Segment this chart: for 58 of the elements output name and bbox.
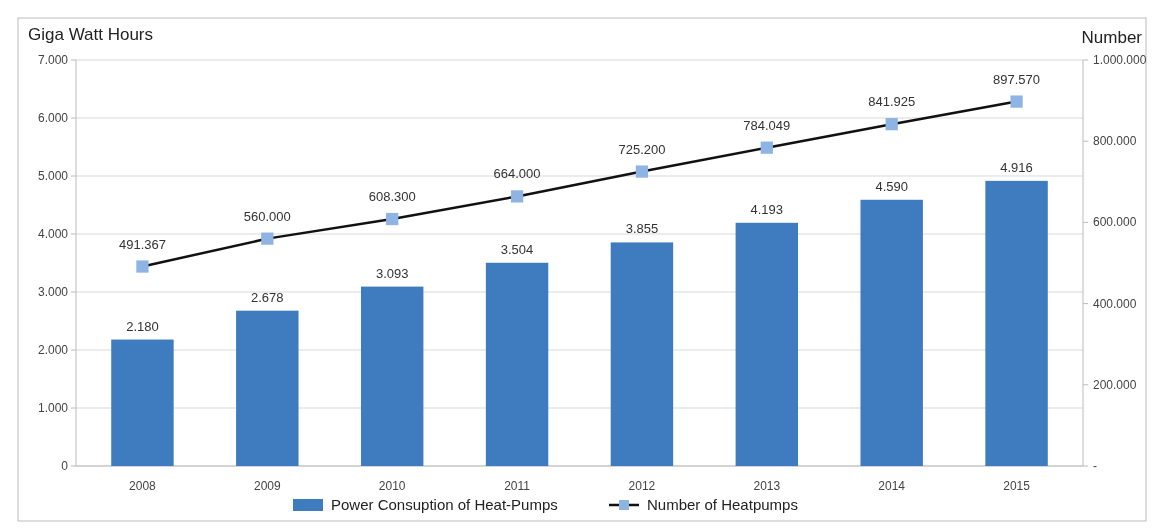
x-tick-label: 2012	[628, 479, 656, 493]
x-tick-label: 2013	[753, 479, 781, 493]
point	[885, 118, 898, 131]
data-label: 3.504	[500, 241, 534, 257]
data-label: 491.367	[118, 236, 166, 252]
y-tick-label: 7.000	[37, 53, 69, 67]
y2-tick-label: 200.000	[1093, 377, 1137, 392]
y2-tick-label: 600.000	[1093, 215, 1137, 230]
y-tick-label: 1.000	[37, 401, 69, 415]
y2-tick-label: 400.000	[1093, 296, 1137, 311]
point	[635, 165, 649, 178]
x-tick-label: 2010	[378, 479, 406, 493]
y2-tick-label: 800.000	[1093, 134, 1137, 149]
bar	[735, 222, 799, 466]
point	[386, 212, 399, 226]
data-label: 4.916	[1000, 159, 1033, 175]
data-label: 3.855	[625, 221, 659, 237]
bar	[111, 339, 174, 466]
data-label: 664.000	[493, 166, 541, 182]
y-tick-label: 5.000	[37, 169, 69, 183]
point	[136, 260, 149, 273]
data-label: 725.200	[618, 141, 666, 157]
y-tick-label: 0	[61, 459, 69, 473]
y-tick-label: 2.000	[37, 343, 69, 357]
y-tick-label: 4.000	[37, 227, 69, 241]
data-label: 784.049	[743, 117, 791, 133]
bar	[610, 242, 674, 466]
data-label: 3.093	[375, 265, 409, 281]
x-tick-label: 2014	[878, 479, 906, 493]
data-label: 2.678	[251, 289, 284, 305]
y-tick-label: 6.000	[37, 111, 69, 125]
x-tick-label: 2008	[129, 479, 157, 493]
y-tick-label: 3.000	[37, 285, 69, 299]
data-label: 4.193	[750, 201, 784, 217]
point	[760, 141, 773, 154]
legend-label: Power Consuption of Heat-Pumps	[331, 496, 558, 513]
data-label: 560.000	[243, 208, 291, 224]
x-tick-label: 2011	[504, 479, 531, 493]
bar	[860, 199, 923, 466]
bar	[360, 286, 424, 466]
legend-label: Number of Heatpumps	[647, 496, 798, 513]
y2-tick-label: 1.000.000	[1093, 53, 1147, 67]
point	[261, 232, 274, 245]
data-label: 608.300	[368, 189, 416, 205]
y2-tick-label: -	[1093, 459, 1097, 473]
y-axis-title: Giga Watt Hours	[28, 25, 154, 44]
data-label: 841.925	[868, 94, 916, 110]
x-tick-label: 2009	[253, 479, 281, 493]
x-tick-label: 2015	[1003, 479, 1031, 493]
point	[1010, 95, 1023, 108]
bar	[985, 180, 1048, 466]
point	[510, 190, 524, 203]
data-label: 2.180	[126, 318, 159, 334]
data-label: 897.570	[993, 71, 1041, 87]
data-label: 4.590	[875, 178, 908, 194]
y2-axis-title: Number	[1081, 28, 1143, 47]
bar	[485, 262, 549, 466]
bar	[236, 310, 299, 466]
